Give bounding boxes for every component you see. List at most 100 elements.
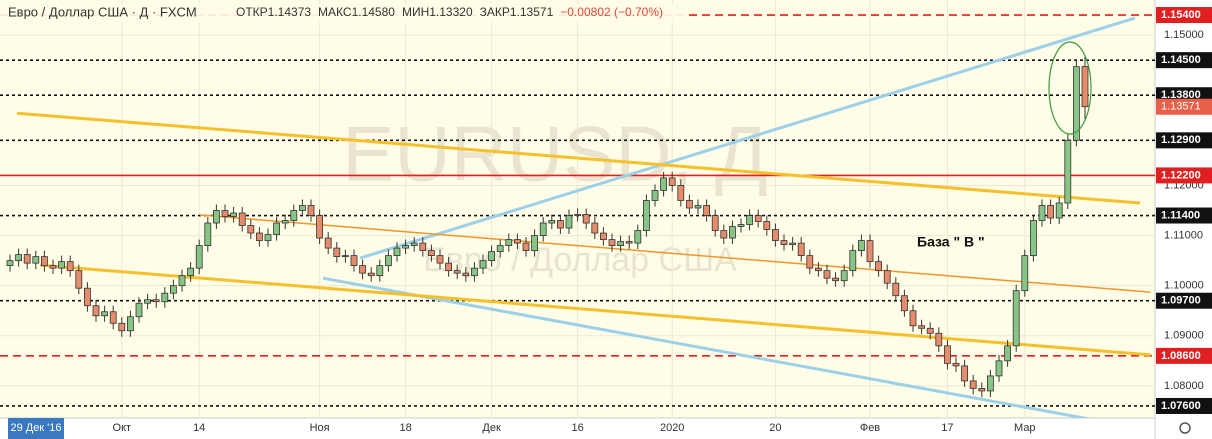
candle-body [531,235,538,251]
candle-body [15,254,23,262]
candle-body [600,232,607,240]
candle-body [858,240,865,251]
level-label-box [1156,52,1212,69]
candle-body [815,267,822,272]
candle-body [23,254,31,264]
crosshair-label: 29 Дек '16 [10,422,61,434]
candle-body [427,250,435,257]
level-label: 1.14500 [1161,54,1201,66]
candle-body [754,215,762,222]
candle-body [462,272,470,277]
candle-body [350,255,358,267]
candle-body [729,226,736,239]
level-label: 1.09700 [1161,295,1201,307]
candle-body [359,265,367,274]
candle-body [410,242,418,246]
ohlc-value: −0.00802 (−0.70%) [560,5,663,19]
candle-body [1064,139,1072,204]
candle-body [470,267,478,277]
candle-body [737,224,745,227]
x-tick-label: 16 [571,422,583,434]
candle-body [918,325,925,329]
candle-body [178,275,186,287]
candle-body [333,247,341,258]
candle-body [866,240,874,263]
candle-body [324,237,332,249]
level-label: 1.12900 [1161,134,1201,146]
ohlc-value: МИН1.13320 [402,5,473,19]
ohlc-group: ОТКР1.14373 МАКС1.14580 МИН1.13320 ЗАКР1.13… [236,5,663,19]
candle-body [625,241,633,244]
candle-body [969,380,977,389]
candle-body [901,295,908,312]
x-tick-label: 18 [399,422,411,434]
candle-body [668,177,676,186]
candle-body [643,200,650,231]
watermark: Евро / Доллар США [423,241,737,279]
level-label: 1.15400 [1161,9,1201,21]
candle-body [152,299,160,303]
candle-body [1047,205,1054,219]
candle-body [1038,205,1046,221]
candle-body [161,292,169,303]
candle-body [797,242,805,257]
candle-body [832,277,839,282]
candle-body [591,222,599,234]
time-axis [0,418,1155,439]
x-tick-label: Окт [113,422,132,434]
ohlc-value: МАКС1.14580 [318,5,395,19]
candle-body [307,205,315,216]
candle-body [6,260,14,267]
candle-body [995,360,1003,377]
candle-body [238,212,246,226]
candle-body [720,230,728,239]
last-price-label: 1.13571 [1161,101,1201,113]
candle-body [1021,255,1029,292]
settings-icon[interactable] [1179,422,1191,434]
candle-body [617,241,624,246]
candle-body [1030,220,1037,257]
candle-body [255,232,263,241]
highlight-ellipse [1048,41,1092,135]
candle-body [419,242,427,251]
trend-line [322,276,1093,418]
candle-body [634,230,642,244]
candle-body [58,261,65,269]
trend-line [199,214,1151,293]
plot [0,0,1155,418]
candle-body [686,200,693,209]
candle-body [961,365,968,382]
candle-body [823,270,831,279]
candle-body [453,270,461,274]
level-label-box [1156,167,1212,184]
ohlc-value: ЗАКР1.13571 [480,5,554,19]
candle-body [1073,66,1080,141]
candle-body [230,212,238,217]
candle-body [952,362,960,367]
level-label: 1.07600 [1161,400,1201,412]
y-tick-label: 1.10000 [1164,280,1204,292]
candle-body [565,215,573,229]
candle-body [582,214,590,224]
x-tick-label: Ноя [310,422,330,434]
candle-body [539,222,547,236]
candle-body [384,255,392,267]
x-tick-label: 2020 [660,422,684,434]
candle-body [316,215,324,239]
candle-body [298,205,306,211]
level-label: 1.11400 [1161,209,1200,221]
x-tick-label: Мар [1014,422,1036,434]
last-price-box [1156,98,1212,115]
candle-body [393,247,401,257]
candle-body [514,239,521,244]
candle-body [488,251,496,262]
x-tick-label: 14 [193,422,205,434]
candle-body [763,221,771,230]
trend-line [39,263,1151,357]
candle-body [101,311,108,317]
candle-body [1004,345,1011,362]
candle-body [557,220,564,229]
candle-body [883,270,891,284]
candle-body [875,261,882,272]
candle-body [1012,290,1020,347]
